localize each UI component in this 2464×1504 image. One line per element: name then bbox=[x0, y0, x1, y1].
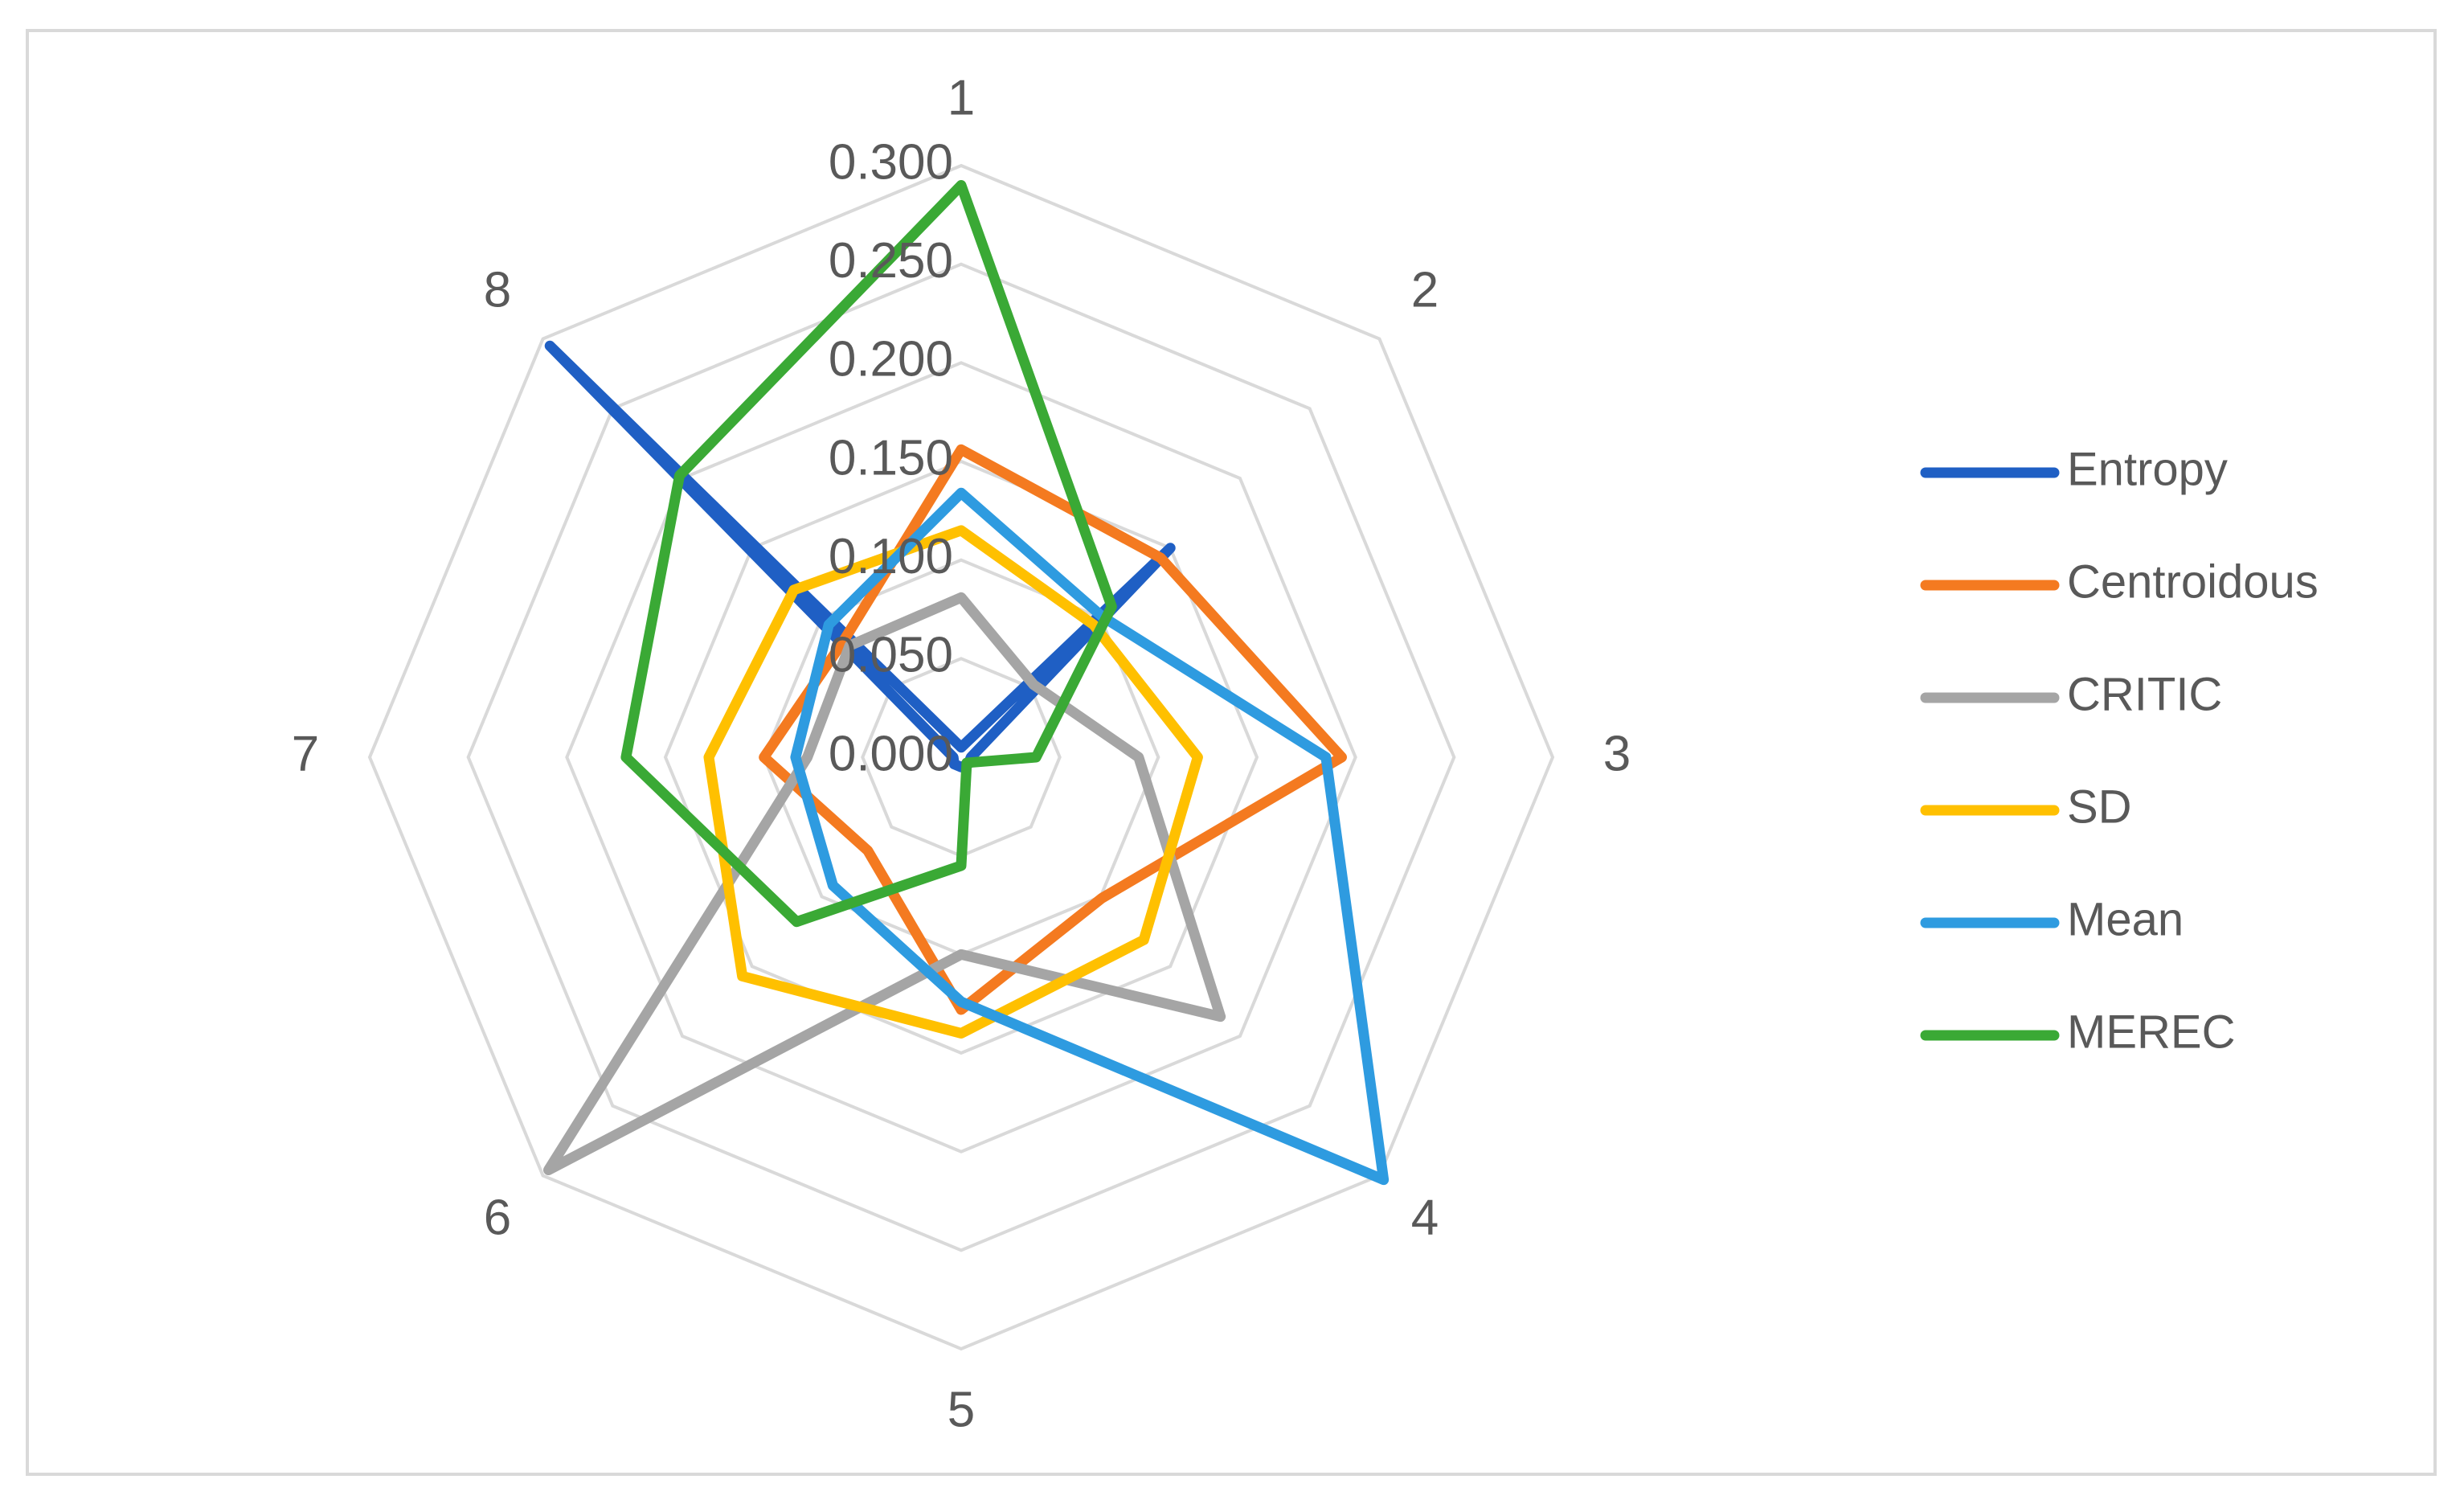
series-critic-line bbox=[543, 592, 1226, 1175]
legend-label: Mean bbox=[2067, 893, 2184, 945]
legend: Entropy Centroidous CRITIC SD Mean MEREC bbox=[1920, 443, 2319, 1058]
category-label: 6 bbox=[484, 1190, 511, 1245]
series-layer bbox=[543, 180, 1390, 1186]
tick-label: 0.100 bbox=[829, 529, 953, 584]
series-merec-line bbox=[620, 180, 1117, 928]
tick-label: 0.000 bbox=[829, 726, 953, 781]
category-label: 7 bbox=[292, 726, 319, 781]
legend-label: Centroidous bbox=[2067, 555, 2319, 608]
tick-label: 0.150 bbox=[829, 430, 953, 486]
radial-tick-labels: 0.000 0.050 0.100 0.150 0.200 0.250 0.300 bbox=[829, 134, 953, 781]
legend-item: SD bbox=[1920, 781, 2132, 833]
legend-item: Centroidous bbox=[1920, 555, 2319, 608]
chart-frame: 0.000 0.050 0.100 0.150 0.200 0.250 0.300 1 2 3 4… bbox=[26, 29, 2437, 1476]
legend-item: Entropy bbox=[1920, 443, 2228, 495]
grid-ring bbox=[367, 163, 1555, 1351]
legend-label: MEREC bbox=[2067, 1006, 2235, 1058]
tick-label: 0.300 bbox=[829, 134, 953, 190]
legend-label: CRITIC bbox=[2067, 668, 2222, 720]
category-label: 1 bbox=[948, 70, 975, 125]
category-label: 8 bbox=[484, 262, 511, 318]
legend-item: Mean bbox=[1920, 893, 2184, 945]
category-labels: 1 2 3 4 5 6 7 8 bbox=[292, 70, 1631, 1437]
legend-label: Entropy bbox=[2067, 443, 2228, 495]
tick-label: 0.200 bbox=[829, 332, 953, 387]
category-label: 4 bbox=[1411, 1190, 1439, 1245]
category-label: 2 bbox=[1411, 262, 1439, 318]
legend-label: SD bbox=[2067, 781, 2132, 833]
grid-ring bbox=[565, 361, 1357, 1154]
radar-chart: 0.000 0.050 0.100 0.150 0.200 0.250 0.300 1 2 3 4… bbox=[292, 70, 2319, 1437]
category-label: 5 bbox=[948, 1382, 975, 1437]
category-label: 3 bbox=[1603, 726, 1631, 781]
grid-ring bbox=[466, 262, 1456, 1252]
legend-item: MEREC bbox=[1920, 1006, 2235, 1058]
grid-ring bbox=[663, 459, 1259, 1055]
series-mean-line bbox=[790, 487, 1390, 1186]
tick-label: 0.250 bbox=[829, 233, 953, 289]
series-sd-line bbox=[703, 525, 1203, 1039]
legend-item: CRITIC bbox=[1920, 668, 2222, 720]
tick-label: 0.050 bbox=[829, 628, 953, 683]
